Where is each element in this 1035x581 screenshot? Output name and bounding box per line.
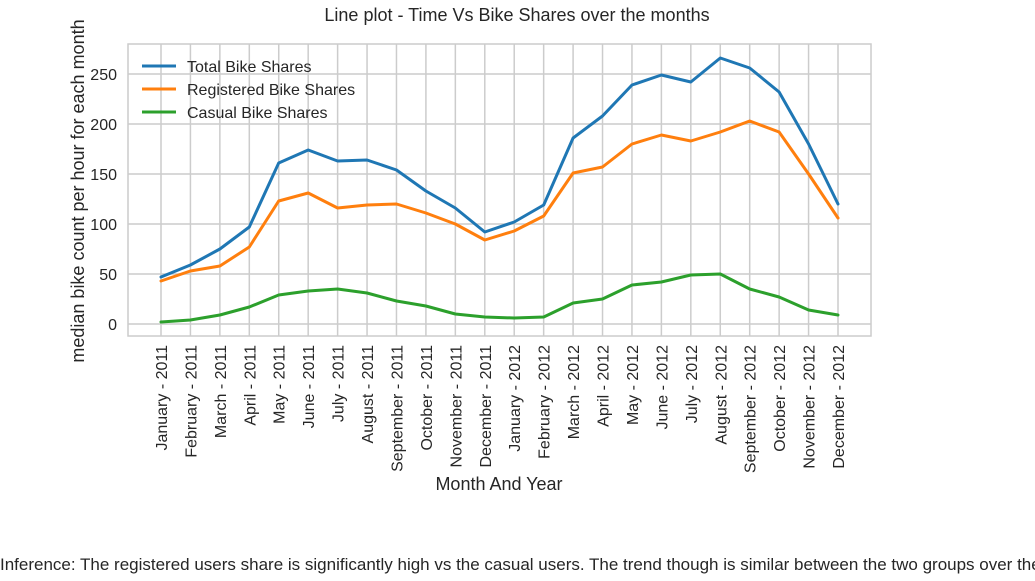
x-tick-label: February - 2011 [183, 345, 200, 458]
x-axis-label: Month And Year [435, 474, 562, 494]
series-line-0 [159, 56, 840, 279]
y-axis-ticks: 0 50 100 150 200 250 [90, 67, 117, 334]
x-tick-label: June - 2011 [301, 345, 318, 428]
x-tick-label: September - 2011 [389, 345, 406, 472]
x-tick-label: March - 2011 [213, 345, 230, 438]
x-tick-label: March - 2012 [566, 345, 583, 439]
x-tick-label: April - 2011 [242, 345, 259, 426]
grid [128, 44, 871, 336]
x-tick-label: September - 2012 [743, 345, 760, 473]
x-tick-label: November - 2011 [448, 345, 465, 468]
x-tick-label: October - 2011 [419, 345, 436, 451]
x-tick-label: November - 2012 [802, 345, 819, 469]
x-axis-ticks: January - 2011 February - 2011 March - 201… [154, 345, 848, 473]
x-tick-label: June - 2012 [654, 345, 671, 430]
legend: Total Bike Shares Registered Bike Shares C… [142, 59, 355, 122]
series-line-2 [159, 272, 840, 324]
y-tick-label: 150 [90, 167, 117, 184]
x-tick-label: August - 2011 [360, 345, 377, 444]
x-tick-label: July - 2011 [331, 345, 348, 422]
x-tick-label: February - 2012 [537, 345, 554, 459]
x-tick-label: October - 2012 [772, 345, 789, 452]
y-tick-label: 200 [90, 117, 117, 134]
x-tick-label: May - 2011 [272, 345, 289, 424]
x-tick-label: December - 2011 [478, 345, 495, 468]
series-line-1 [159, 119, 840, 283]
x-tick-label: December - 2012 [831, 345, 848, 469]
x-tick-label: May - 2012 [625, 345, 642, 425]
x-tick-label: August - 2012 [713, 345, 730, 445]
legend-label: Total Bike Shares [187, 59, 312, 76]
y-tick-label: 50 [99, 267, 117, 284]
x-tick-label: July - 2012 [684, 345, 701, 423]
legend-label: Registered Bike Shares [187, 82, 355, 99]
series-lines [159, 56, 840, 324]
x-tick-label: January - 2011 [154, 345, 171, 451]
y-tick-label: 100 [90, 217, 117, 234]
y-axis-label: median bike count per hour for each mont… [68, 19, 88, 362]
y-tick-label: 0 [108, 317, 117, 334]
legend-label: Casual Bike Shares [187, 105, 328, 122]
x-tick-label: April - 2012 [596, 345, 613, 427]
chart-title: Line plot - Time Vs Bike Shares over the… [324, 5, 709, 25]
y-tick-label: 250 [90, 67, 117, 84]
x-tick-label: January - 2012 [507, 345, 524, 452]
inference-text: Inference: The registered users share is… [0, 555, 1035, 574]
